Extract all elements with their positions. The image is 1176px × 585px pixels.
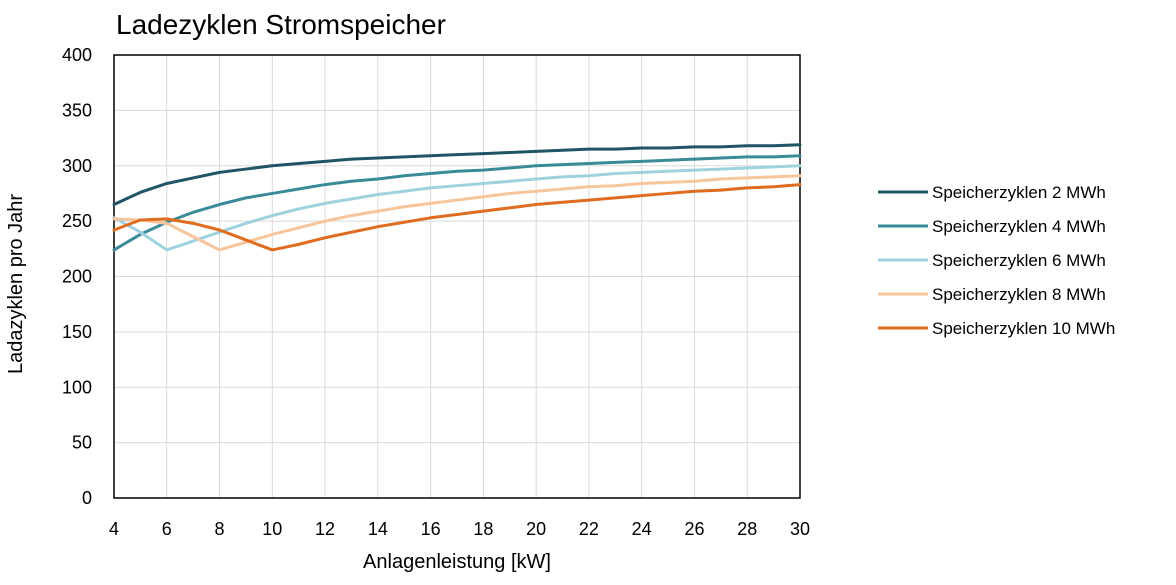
x-tick-label: 22: [579, 519, 599, 539]
y-tick-label: 150: [62, 322, 92, 342]
x-tick-label: 20: [526, 519, 546, 539]
x-tick-label: 6: [162, 519, 172, 539]
x-tick-label: 10: [262, 519, 282, 539]
x-tick-label: 4: [109, 519, 119, 539]
y-axis-ticks: 0 50 100 150 200 250 300 350 400: [62, 45, 92, 508]
legend: Speicherzyklen 2 MWh Speicherzyklen 4 MWh…: [878, 183, 1115, 338]
grid: [113, 54, 801, 499]
chart-title: Ladezyklen Stromspeicher: [116, 9, 446, 40]
x-tick-label: 26: [684, 519, 704, 539]
legend-label-4: Speicherzyklen 8 MWh: [932, 285, 1106, 304]
series: [112, 143, 802, 252]
x-tick-label: 28: [737, 519, 757, 539]
y-tick-label: 50: [72, 433, 92, 453]
series-line-3: [112, 164, 802, 252]
x-tick-label: 14: [368, 519, 388, 539]
y-tick-label: 400: [62, 45, 92, 65]
y-tick-label: 0: [82, 488, 92, 508]
x-axis-ticks: 4 6 8 10 12 14 16 18 20 22 24 26 28 30: [109, 519, 810, 539]
y-tick-label: 250: [62, 211, 92, 231]
plot-area-border: [113, 54, 801, 499]
legend-label-1: Speicherzyklen 2 MWh: [932, 183, 1106, 202]
y-tick-label: 100: [62, 377, 92, 397]
x-tick-label: 8: [215, 519, 225, 539]
legend-label-3: Speicherzyklen 6 MWh: [932, 251, 1106, 270]
y-tick-label: 300: [62, 156, 92, 176]
x-tick-label: 18: [473, 519, 493, 539]
series-line-2: [112, 154, 802, 252]
legend-label-2: Speicherzyklen 4 MWh: [932, 217, 1106, 236]
legend-label-5: Speicherzyklen 10 MWh: [932, 319, 1115, 338]
series-line-4: [112, 174, 802, 252]
x-tick-label: 16: [421, 519, 441, 539]
x-axis-label: Anlagenleistung [kW]: [363, 551, 551, 573]
series-line-5: [112, 183, 802, 252]
y-tick-label: 350: [62, 100, 92, 120]
x-tick-label: 12: [315, 519, 335, 539]
y-tick-label: 200: [62, 267, 92, 287]
y-axis-label: Ladazyklen pro Jahr: [5, 194, 27, 374]
x-tick-label: 24: [632, 519, 652, 539]
x-tick-label: 30: [790, 519, 810, 539]
series-line-1: [112, 143, 802, 207]
